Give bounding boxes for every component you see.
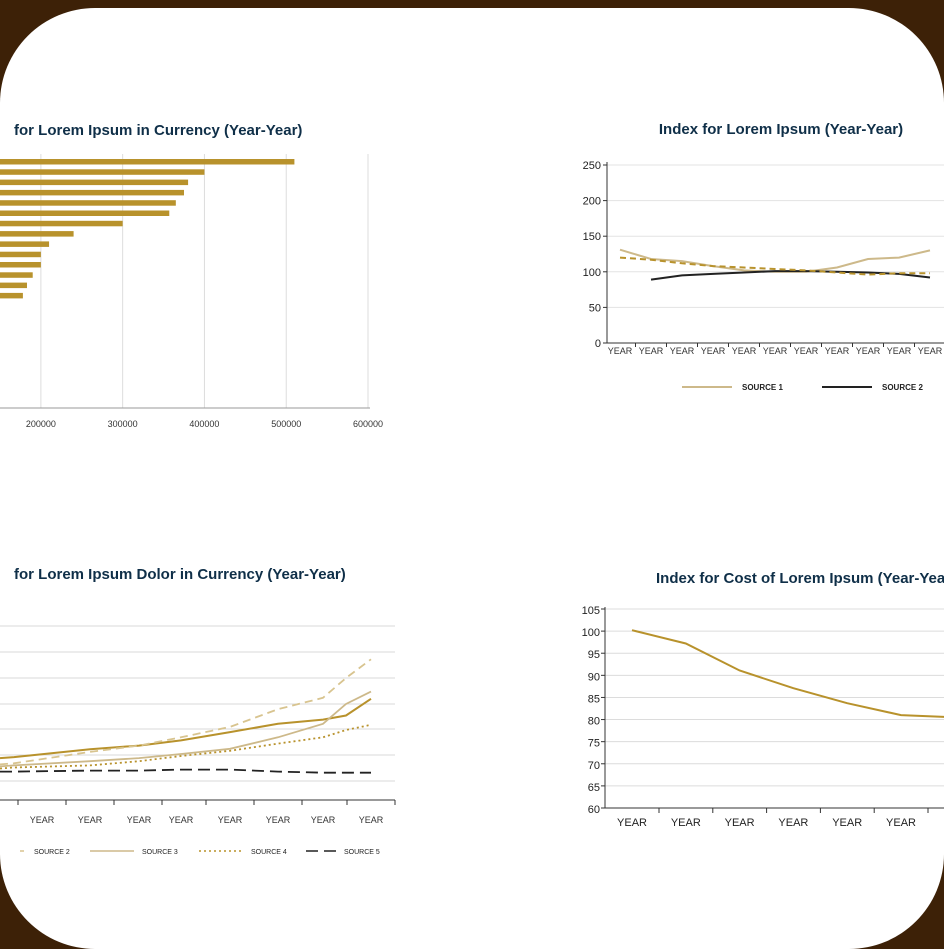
multi-x-tick-label: YEAR xyxy=(266,815,291,825)
bar xyxy=(0,189,184,196)
index-x-tick-label: YEAR xyxy=(856,346,881,356)
index-x-tick-label: YEAR xyxy=(639,346,664,356)
multi-legend-label: SOURCE 2 xyxy=(34,849,70,856)
bar xyxy=(0,159,295,165)
chart-canvas: for Lorem Ipsum in Currency (Year-Year) 2… xyxy=(0,121,944,856)
cost-x-tick-label: YEAR xyxy=(778,817,808,829)
bar xyxy=(0,241,50,247)
bar xyxy=(0,200,176,206)
cost-y-tick-label: 75 xyxy=(588,738,600,750)
multi-chart-title: for Lorem Ipsum Dolor in Currency (Year-… xyxy=(14,566,346,583)
cost-y-tick-label: 90 xyxy=(588,671,600,683)
cost-x-tick-label: YEAR xyxy=(832,817,862,829)
multi-series-line xyxy=(0,768,371,774)
cost-series-line xyxy=(631,629,944,718)
cost-y-tick-label: 105 xyxy=(582,605,600,617)
index-chart-title: Index for Lorem Ipsum (Year-Year) xyxy=(659,121,903,138)
cost-x-tick-label: YEAR xyxy=(886,817,916,829)
index-y-tick-label: 150 xyxy=(583,231,601,243)
multi-x-tick-label: YEAR xyxy=(218,815,243,825)
index-x-tick-label: YEAR xyxy=(763,346,788,356)
multi-x-tick-label: YEAR xyxy=(78,815,103,825)
bar xyxy=(0,292,23,299)
bar-x-tick-label: 200000 xyxy=(26,419,56,429)
bar xyxy=(0,169,205,175)
cost-y-tick-label: 65 xyxy=(588,782,600,794)
bar xyxy=(0,179,189,186)
bar-x-tick-label: 300000 xyxy=(108,419,138,429)
index-x-tick-label: YEAR xyxy=(794,346,819,356)
bar xyxy=(0,251,41,258)
multi-series-line xyxy=(0,723,372,770)
bar xyxy=(0,282,27,289)
cost-y-tick-label: 60 xyxy=(588,804,600,816)
index-y-tick-label: 200 xyxy=(583,196,601,208)
bar-x-tick-label: 600000 xyxy=(353,419,383,429)
index-x-tick-label: YEAR xyxy=(918,346,943,356)
bar xyxy=(0,231,74,237)
cost-y-tick-label: 95 xyxy=(588,649,600,661)
index-x-tick-label: YEAR xyxy=(825,346,850,356)
bar xyxy=(0,272,33,278)
cost-y-tick-label: 80 xyxy=(588,716,600,728)
bar-chart-title: for Lorem Ipsum in Currency (Year-Year) xyxy=(14,122,302,139)
index-x-tick-label: YEAR xyxy=(887,346,912,356)
multi-series-line xyxy=(0,697,372,760)
multi-legend-label: SOURCE 3 xyxy=(142,849,178,856)
cost-chart-title: Index for Cost of Lorem Ipsum (Year-Yea xyxy=(656,570,944,587)
index-y-tick-label: 0 xyxy=(595,338,601,350)
multi-series-line xyxy=(0,658,372,766)
index-series-line xyxy=(619,256,930,276)
index-y-tick-label: 250 xyxy=(583,160,601,172)
bar xyxy=(0,220,123,227)
cost-x-tick-label: YEAR xyxy=(671,817,701,829)
bar xyxy=(0,210,170,216)
multi-x-tick-label: YEAR xyxy=(169,815,194,825)
bar-x-tick-label: 400000 xyxy=(189,419,219,429)
bar-x-tick-label: 500000 xyxy=(271,419,301,429)
multi-x-tick-label: YEAR xyxy=(311,815,336,825)
multi-x-tick-label: YEAR xyxy=(127,815,152,825)
index-x-tick-label: YEAR xyxy=(608,346,633,356)
cost-y-tick-label: 100 xyxy=(582,627,600,639)
index-x-tick-label: YEAR xyxy=(670,346,695,356)
index-y-tick-label: 50 xyxy=(589,302,601,314)
bar xyxy=(0,262,41,268)
multi-series-line xyxy=(0,690,372,768)
multi-x-tick-label: YEAR xyxy=(30,815,55,825)
index-x-tick-label: YEAR xyxy=(701,346,726,356)
cost-x-tick-label: YEAR xyxy=(725,817,755,829)
cost-y-tick-label: 70 xyxy=(588,760,600,772)
index-x-tick-label: YEAR xyxy=(732,346,757,356)
cost-x-tick-label: YEAR xyxy=(617,817,647,829)
index-legend-label: SOURCE 1 xyxy=(742,383,783,392)
cost-y-tick-label: 85 xyxy=(588,693,600,705)
screenshot-card: for Lorem Ipsum in Currency (Year-Year) 2… xyxy=(0,8,944,949)
multi-legend-label: SOURCE 5 xyxy=(344,849,380,856)
multi-legend-label: SOURCE 4 xyxy=(251,849,287,856)
multi-x-tick-label: YEAR xyxy=(359,815,384,825)
index-legend-label: SOURCE 2 xyxy=(882,383,923,392)
index-y-tick-label: 100 xyxy=(583,267,601,279)
